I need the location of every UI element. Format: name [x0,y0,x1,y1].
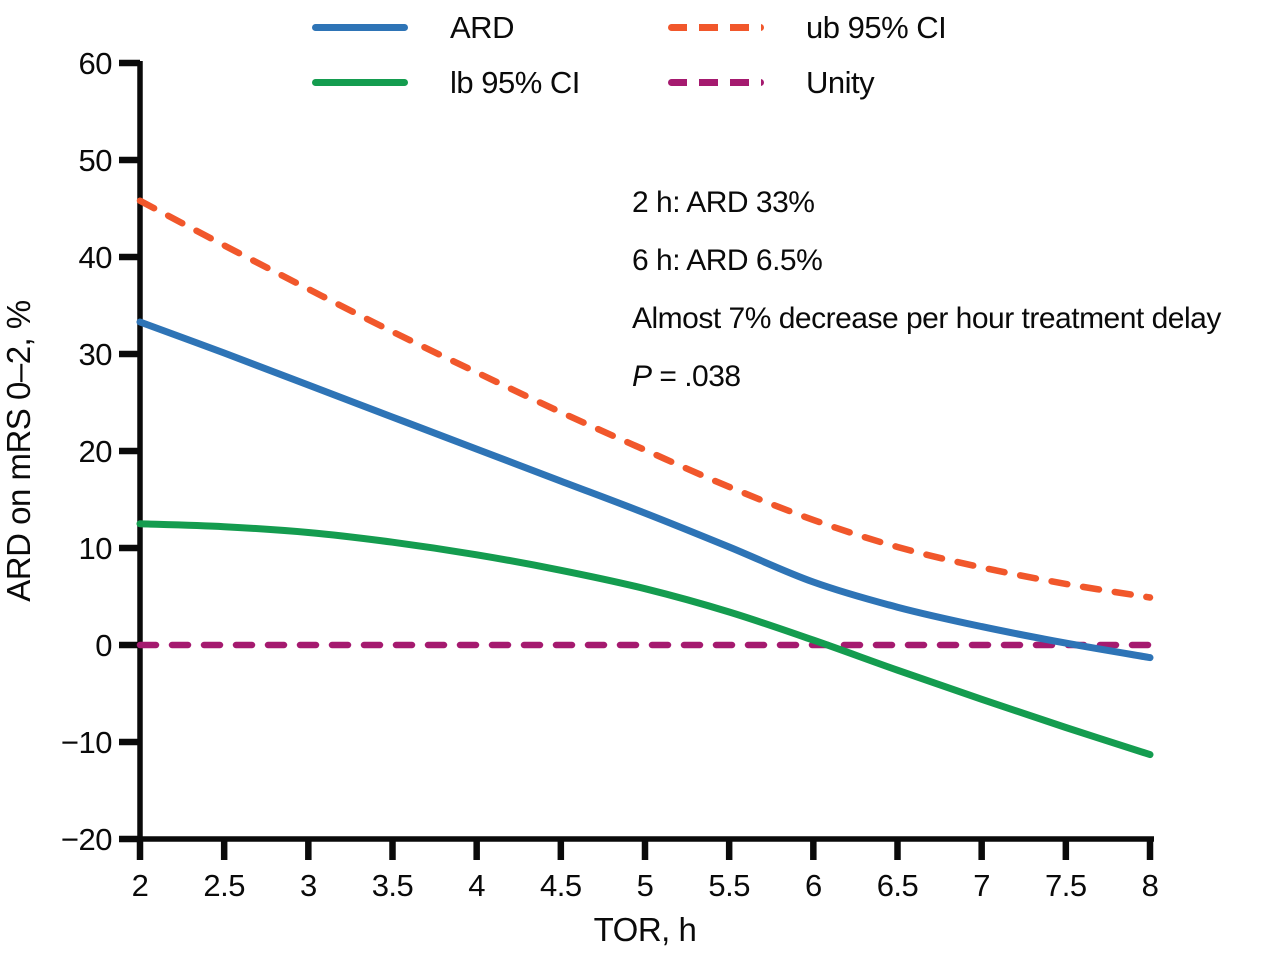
x-tick-label: 4 [468,868,485,903]
lb-95-ci-line-swatch [312,78,408,86]
y-tick-label: 10 [79,531,113,566]
y-tick-label: 0 [95,628,112,663]
legend-item-ub-95-ci: ub 95% CI [668,7,947,47]
x-tick-label: 7.5 [1045,868,1087,903]
annotation-block: 2 h: ARD 33% 6 h: ARD 6.5% Almost 7% dec… [632,174,1221,406]
annotation-decrease: Almost 7% decrease per hour treatment de… [632,302,1221,335]
y-tick-label: 40 [79,240,113,275]
annotation-p-value: P = .038 [632,348,1221,406]
legend-label-ard: ARD [450,9,514,45]
legend-item-lb-95-ci: lb 95% CI [312,62,580,102]
y-axis-title: ARD on mRS 0–2, % [0,300,37,602]
unity-line-swatch [668,78,764,86]
ub-95-ci-line-swatch [668,23,764,31]
annotation-2h: 2 h: ARD 33% [632,186,815,219]
p-symbol: P [632,360,652,393]
legend-label-ub-95-ci: ub 95% CI [806,9,947,45]
y-tick-label: −20 [61,822,112,857]
p-value-text: = .038 [651,360,741,393]
x-tick-label: 2.5 [203,868,245,903]
series-line-ub-95-ci [136,197,1154,601]
x-tick-label: 7 [973,868,990,903]
x-tick-label: 4.5 [540,868,582,903]
annotation-6h: 6 h: ARD 6.5% [632,244,823,277]
x-tick-label: 3 [300,868,317,903]
x-tick-label: 3.5 [372,868,414,903]
series-line-lb-95-ci [136,520,1154,759]
y-tick-label: 30 [79,337,113,372]
x-axis-title: TOR, h [594,911,697,948]
x-tick-label: 2 [132,868,149,903]
x-tick-label: 5 [637,868,654,903]
legend-item-unity: Unity [668,62,875,102]
y-tick-label: 60 [79,46,113,81]
x-tick-label: 5.5 [708,868,750,903]
y-tick-label: 20 [79,434,113,469]
legend-label-unity: Unity [806,64,875,100]
ard-line-swatch [312,23,408,31]
y-tick-label: 50 [79,143,113,178]
legend-item-ard: ARD [312,7,514,47]
y-tick-label: −10 [61,725,112,760]
x-tick-label: 6.5 [877,868,919,903]
x-tick-label: 6 [805,868,822,903]
series-line-ard [136,318,1154,662]
x-tick-label: 8 [1142,868,1159,903]
legend-label-lb-95-ci: lb 95% CI [450,64,580,100]
